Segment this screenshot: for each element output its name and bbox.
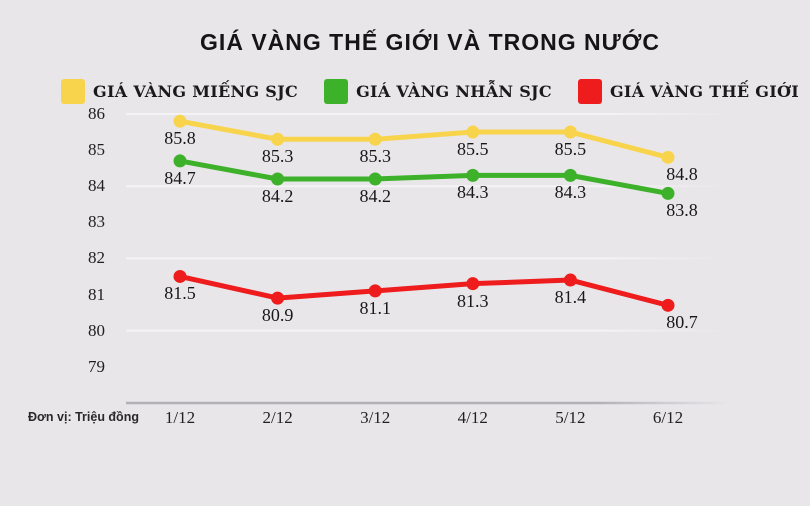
x-tick-label: 5/12 <box>555 408 586 427</box>
data-point-label: 84.3 <box>554 182 587 203</box>
x-tick-label: 3/12 <box>360 408 391 427</box>
data-point <box>173 269 187 283</box>
legend-item: GIÁ VÀNG NHẪN SJC <box>324 79 552 104</box>
y-tick-label: 83 <box>88 212 105 232</box>
data-point-label: 81.3 <box>457 290 489 311</box>
data-point <box>563 168 577 182</box>
data-point <box>368 172 382 186</box>
data-point <box>271 132 285 146</box>
x-tick-label: 6/12 <box>652 408 684 427</box>
data-point-label: 84.2 <box>359 185 391 206</box>
y-tick-label: 81 <box>88 284 105 304</box>
data-point <box>368 132 382 146</box>
y-tick-label: 80 <box>88 320 105 340</box>
data-point <box>661 298 675 312</box>
data-point <box>466 168 480 182</box>
series-line-0 <box>177 118 671 160</box>
series-line-2 <box>177 273 671 308</box>
y-tick-label: 79 <box>88 356 105 376</box>
x-tick-label: 1/12 <box>164 408 196 427</box>
data-point-label: 84.8 <box>666 164 698 185</box>
data-point-label: 85.5 <box>554 139 587 160</box>
data-point <box>173 114 187 128</box>
data-point-label: 85.8 <box>164 128 196 149</box>
x-tick-label: 2/12 <box>262 408 293 427</box>
y-tick-label: 85 <box>88 140 105 160</box>
unit-note: Đơn vị: Triệu đồng <box>28 410 139 424</box>
data-point <box>173 154 187 168</box>
data-point <box>271 291 285 305</box>
data-point-label: 80.9 <box>261 305 294 326</box>
y-tick-label: 82 <box>88 248 105 268</box>
data-point <box>661 150 675 164</box>
data-point-label: 84.3 <box>457 182 489 203</box>
legend-item: GIÁ VÀNG THẾ GIỚI <box>577 79 800 104</box>
legend-label: GIÁ VÀNG NHẪN SJC <box>356 82 552 101</box>
data-point-label: 85.5 <box>457 139 489 160</box>
data-point <box>466 277 480 291</box>
series-line-1 <box>177 158 671 196</box>
data-point <box>563 273 577 287</box>
data-point <box>563 125 577 139</box>
y-tick-label: 86 <box>88 104 105 123</box>
chart-title: GIÁ VÀNG THẾ GIỚI VÀ TRONG NƯỚC <box>200 29 660 55</box>
data-point <box>368 284 382 298</box>
data-point-label: 84.7 <box>164 167 196 188</box>
legend-swatch-icon <box>60 79 85 104</box>
data-point-label: 81.4 <box>554 287 587 308</box>
data-point-label: 80.7 <box>666 312 698 333</box>
data-point <box>661 186 675 200</box>
data-point <box>271 172 285 186</box>
data-point-label: 85.3 <box>359 146 391 167</box>
legend-swatch-icon <box>324 79 349 104</box>
data-point-label: 81.5 <box>164 283 196 304</box>
data-point-label: 81.1 <box>359 297 391 318</box>
data-point <box>466 125 480 139</box>
legend-swatch-icon <box>577 79 602 104</box>
x-tick-label: 4/12 <box>457 408 488 427</box>
legend-label: GIÁ VÀNG THẾ GIỚI <box>609 82 800 101</box>
data-point-label: 84.2 <box>261 185 294 206</box>
legend-label: GIÁ VÀNG MIẾNG SJC <box>92 82 299 101</box>
legend: GIÁ VÀNG MIẾNG SJC GIÁ VÀNG NHẪN SJC GIÁ V… <box>60 79 799 104</box>
legend-item: GIÁ VÀNG MIẾNG SJC <box>60 79 299 104</box>
data-point-label: 85.3 <box>261 146 294 167</box>
y-tick-label: 84 <box>88 176 105 196</box>
data-point-label: 83.8 <box>666 200 698 221</box>
